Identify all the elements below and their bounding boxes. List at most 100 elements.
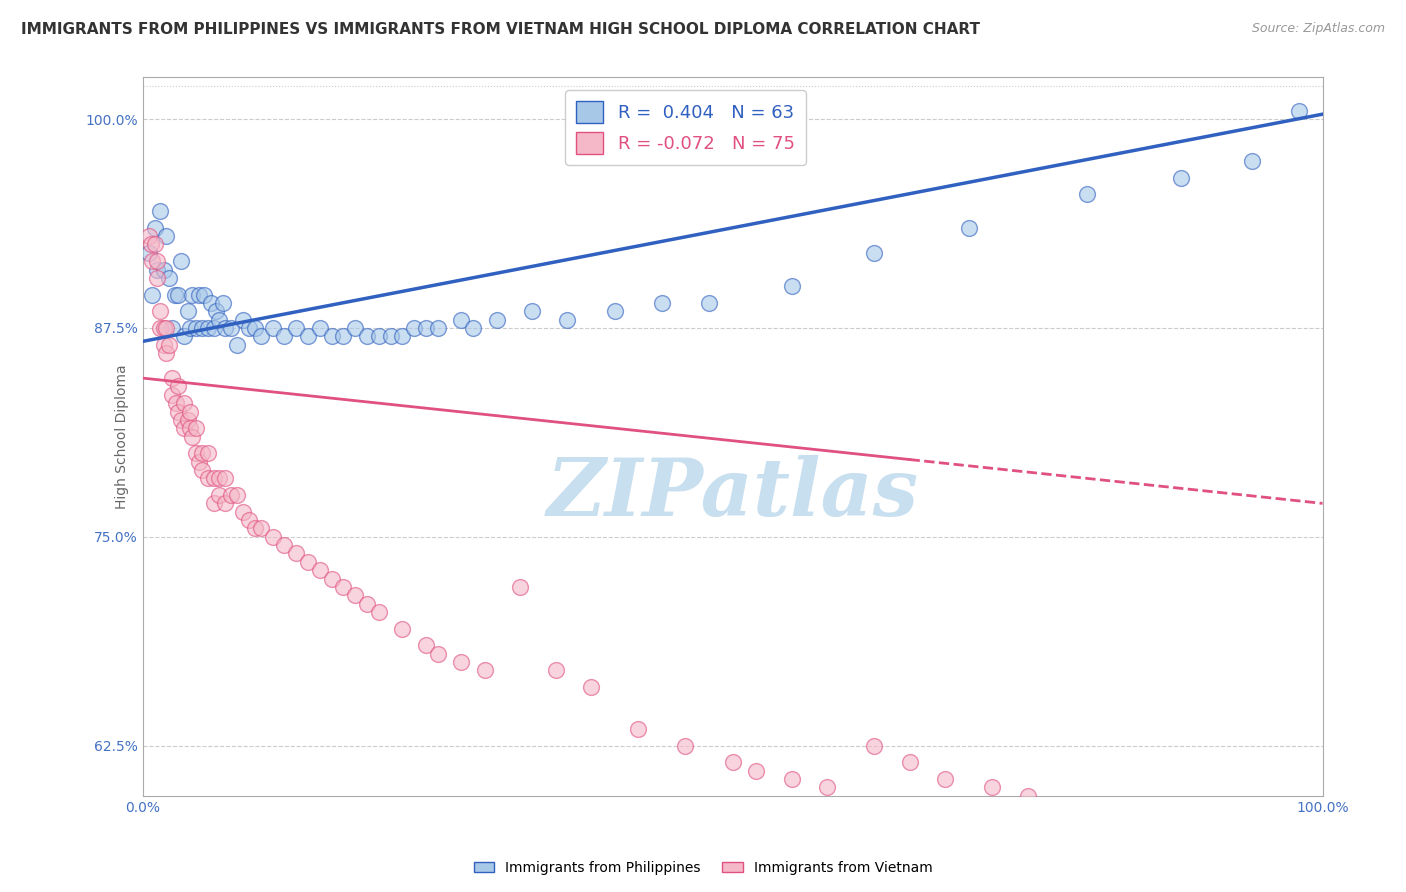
- Point: [426, 647, 449, 661]
- Point: [1017, 789, 1039, 803]
- Point: [356, 329, 378, 343]
- Point: [139, 237, 162, 252]
- Point: [332, 580, 354, 594]
- Point: [208, 488, 231, 502]
- Point: [149, 321, 172, 335]
- Point: [780, 772, 803, 786]
- Point: [176, 304, 198, 318]
- Point: [155, 321, 177, 335]
- Point: [356, 597, 378, 611]
- Point: [1288, 103, 1310, 118]
- Point: [297, 329, 319, 343]
- Point: [184, 446, 207, 460]
- Point: [675, 739, 697, 753]
- Point: [191, 463, 214, 477]
- Point: [262, 530, 284, 544]
- Point: [191, 446, 214, 460]
- Point: [181, 429, 204, 443]
- Point: [219, 321, 242, 335]
- Point: [214, 471, 236, 485]
- Point: [450, 312, 472, 326]
- Point: [138, 245, 160, 260]
- Point: [697, 296, 720, 310]
- Point: [188, 287, 211, 301]
- Point: [1170, 170, 1192, 185]
- Point: [1076, 805, 1098, 820]
- Point: [193, 287, 215, 301]
- Point: [205, 304, 228, 318]
- Legend: R =  0.404   N = 63, R = -0.072   N = 75: R = 0.404 N = 63, R = -0.072 N = 75: [565, 90, 806, 165]
- Point: [415, 639, 437, 653]
- Point: [157, 337, 180, 351]
- Point: [520, 304, 543, 318]
- Point: [273, 538, 295, 552]
- Point: [162, 388, 184, 402]
- Point: [155, 346, 177, 360]
- Point: [200, 296, 222, 310]
- Point: [557, 312, 579, 326]
- Point: [138, 229, 160, 244]
- Point: [202, 496, 225, 510]
- Point: [162, 321, 184, 335]
- Point: [167, 379, 190, 393]
- Y-axis label: High School Diploma: High School Diploma: [115, 364, 129, 508]
- Point: [197, 471, 219, 485]
- Point: [202, 471, 225, 485]
- Point: [308, 321, 330, 335]
- Point: [1076, 187, 1098, 202]
- Point: [167, 404, 190, 418]
- Point: [197, 446, 219, 460]
- Point: [509, 580, 531, 594]
- Point: [485, 312, 508, 326]
- Point: [367, 605, 389, 619]
- Point: [167, 287, 190, 301]
- Point: [780, 279, 803, 293]
- Point: [981, 780, 1004, 795]
- Point: [934, 772, 956, 786]
- Point: [815, 780, 838, 795]
- Point: [461, 321, 484, 335]
- Text: Source: ZipAtlas.com: Source: ZipAtlas.com: [1251, 22, 1385, 36]
- Point: [262, 321, 284, 335]
- Point: [191, 321, 214, 335]
- Point: [863, 245, 886, 260]
- Point: [208, 471, 231, 485]
- Point: [450, 655, 472, 669]
- Point: [238, 321, 260, 335]
- Point: [544, 664, 567, 678]
- Point: [651, 296, 673, 310]
- Point: [249, 329, 271, 343]
- Point: [232, 505, 254, 519]
- Point: [208, 312, 231, 326]
- Point: [415, 321, 437, 335]
- Point: [197, 321, 219, 335]
- Point: [243, 521, 266, 535]
- Point: [391, 622, 413, 636]
- Point: [212, 296, 235, 310]
- Point: [169, 254, 191, 268]
- Point: [249, 521, 271, 535]
- Point: [367, 329, 389, 343]
- Point: [146, 271, 169, 285]
- Point: [143, 220, 166, 235]
- Point: [179, 321, 201, 335]
- Point: [184, 321, 207, 335]
- Point: [321, 572, 343, 586]
- Point: [179, 421, 201, 435]
- Point: [603, 304, 626, 318]
- Point: [308, 563, 330, 577]
- Point: [162, 371, 184, 385]
- Point: [149, 304, 172, 318]
- Point: [179, 404, 201, 418]
- Point: [157, 271, 180, 285]
- Point: [297, 555, 319, 569]
- Point: [165, 396, 187, 410]
- Point: [173, 421, 195, 435]
- Point: [163, 287, 186, 301]
- Point: [898, 756, 921, 770]
- Point: [141, 287, 163, 301]
- Point: [332, 329, 354, 343]
- Point: [391, 329, 413, 343]
- Point: [243, 321, 266, 335]
- Point: [474, 664, 496, 678]
